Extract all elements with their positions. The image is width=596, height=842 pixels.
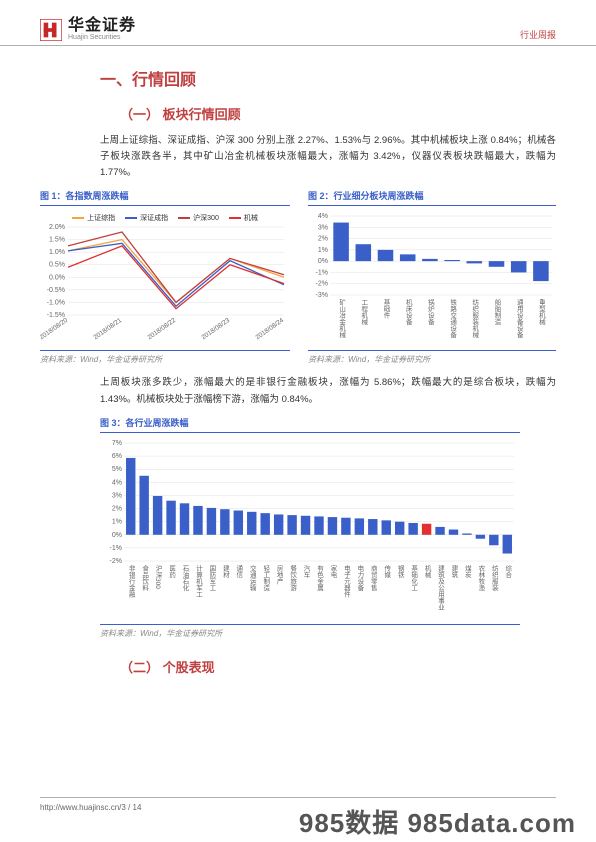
svg-text:2018/08/24: 2018/08/24 [254, 317, 285, 342]
svg-text:工程机械: 工程机械 [360, 299, 368, 326]
svg-text:船舶制造: 船舶制造 [493, 298, 501, 327]
logo-icon [40, 19, 62, 41]
svg-text:汽车: 汽车 [302, 563, 310, 579]
svg-text:计算机军工: 计算机军工 [194, 563, 202, 597]
svg-text:-2%: -2% [316, 281, 328, 288]
svg-text:机械: 机械 [423, 563, 431, 579]
svg-text:基础件: 基础件 [382, 298, 390, 320]
logo: 华金证券 Huajin Securities [40, 18, 136, 41]
svg-text:-1%: -1% [110, 545, 122, 552]
svg-text:钢铁: 钢铁 [396, 564, 404, 579]
svg-text:-0.5%: -0.5% [47, 287, 65, 294]
svg-text:非银行金融: 非银行金融 [127, 563, 135, 598]
fig2-title: 图 2：行业细分板块周涨跌幅 [308, 189, 556, 202]
svg-text:0.0%: 0.0% [49, 275, 65, 282]
fig3-source: 资料来源：Wind，华金证券研究所 [100, 628, 520, 639]
fig1-chart: -1.5%-1.0%-0.5%0.0%0.5%1.0%1.5%2.0%2018/… [40, 223, 290, 343]
svg-text:建筑: 建筑 [450, 563, 458, 579]
subsection-title-1: （一） 板块行情回顾 [120, 104, 556, 123]
fig1-title: 图 1：各指数周涨跌幅 [40, 189, 290, 202]
fig3-title: 图 3：各行业周涨跌幅 [100, 416, 520, 429]
fig2-chart: -3% -2% -1% 0% 1% 2% 3% 4% 矿山冶金机械 工程机械 基础件 机床设备 锅炉设备… [308, 210, 556, 343]
svg-text:7%: 7% [112, 440, 122, 447]
svg-text:-2%: -2% [110, 558, 122, 565]
svg-text:交通运输: 交通运输 [248, 563, 256, 592]
svg-text:国防军工: 国防军工 [208, 564, 216, 591]
svg-text:6%: 6% [112, 453, 122, 460]
svg-text:通用设备设备: 通用设备设备 [515, 298, 523, 340]
svg-text:商贸零售: 商贸零售 [369, 563, 377, 592]
svg-text:2%: 2% [112, 505, 122, 512]
figure-3: 图 3：各行业周涨跌幅 -2% -1% 0% 1% 2% 3% 4% 5% 6% 7% 非银行金融食… [100, 416, 520, 639]
svg-text:1.0%: 1.0% [49, 250, 65, 257]
svg-text:1%: 1% [318, 247, 328, 254]
svg-text:5%: 5% [112, 466, 122, 473]
svg-text:传媒: 传媒 [383, 563, 391, 579]
svg-text:2018/08/20: 2018/08/20 [40, 317, 69, 342]
svg-text:餐饮旅游: 餐饮旅游 [289, 563, 297, 592]
fig1-legend: 上证综指深证成指沪深300机械 [40, 210, 290, 223]
svg-text:-3%: -3% [316, 292, 328, 299]
svg-text:电子元器件: 电子元器件 [342, 563, 350, 598]
svg-text:建材: 建材 [221, 563, 229, 578]
report-type: 行业周报 [520, 28, 556, 41]
section-title-1: 一、行情回顾 [100, 66, 556, 90]
svg-text:2018/08/21: 2018/08/21 [92, 317, 123, 342]
svg-text:-1%: -1% [316, 270, 328, 277]
svg-text:煤炭: 煤炭 [463, 563, 471, 579]
figure-2: 图 2：行业细分板块周涨跌幅 -3% -2% -1% 0% 1% 2% 3% 4% 矿山冶金机械… [308, 189, 556, 365]
svg-text:0%: 0% [112, 531, 122, 538]
svg-text:建筑及公用事业: 建筑及公用事业 [437, 563, 445, 610]
subsection-title-2: （二） 个股表现 [120, 657, 556, 676]
svg-text:通信: 通信 [235, 563, 243, 579]
svg-text:铁路交通设备: 铁路交通设备 [449, 298, 457, 340]
svg-text:基础化工: 基础化工 [410, 563, 418, 591]
svg-text:石油石化: 石油石化 [181, 564, 189, 592]
svg-text:0.5%: 0.5% [49, 262, 65, 269]
page-header: 华金证券 Huajin Securities 行业周报 [0, 0, 596, 46]
fig1-source: 资料来源：Wind，华金证券研究所 [40, 354, 290, 365]
svg-text:轻工制造: 轻工制造 [262, 563, 270, 592]
svg-text:-1.0%: -1.0% [47, 300, 65, 307]
svg-text:纺织服装: 纺织服装 [490, 563, 498, 592]
footer-url: http://www.huajinsc.cn/3 / 14 [40, 803, 141, 812]
svg-text:4%: 4% [112, 479, 122, 486]
svg-text:2.0%: 2.0% [49, 224, 65, 231]
svg-text:食品饮料: 食品饮料 [141, 563, 149, 592]
svg-text:矿山冶金机械: 矿山冶金机械 [338, 298, 346, 340]
svg-text:农林牧渔: 农林牧渔 [477, 563, 485, 592]
svg-text:锅炉设备: 锅炉设备 [426, 298, 434, 327]
svg-text:0%: 0% [318, 259, 328, 266]
watermark: 985数据 985data.com [299, 803, 576, 840]
svg-text:重型机械: 重型机械 [537, 299, 545, 327]
figure-1: 图 1：各指数周涨跌幅 上证综指深证成指沪深300机械 -1.5%-1.0%-0… [40, 189, 290, 365]
company-name-en: Huajin Securities [68, 34, 136, 41]
svg-text:电力设备: 电力设备 [356, 563, 364, 592]
svg-text:有色金属: 有色金属 [316, 563, 324, 592]
svg-text:机床设备: 机床设备 [404, 298, 412, 327]
svg-text:4%: 4% [318, 213, 328, 220]
svg-text:综合: 综合 [504, 563, 512, 579]
paragraph-2: 上周板块涨多跌少，涨幅最大的是非银行金融板块，涨幅为 5.86%；跌幅最大的是综… [100, 375, 556, 407]
svg-text:2018/08/22: 2018/08/22 [146, 317, 177, 342]
svg-text:纺织服装机械: 纺织服装机械 [471, 298, 479, 340]
svg-text:2018/08/23: 2018/08/23 [200, 317, 231, 342]
paragraph-1: 上周上证综指、深证成指、沪深 300 分别上涨 2.27%、1.53%与 2.9… [100, 133, 556, 181]
svg-text:1%: 1% [112, 518, 122, 525]
company-name: 华金证券 [68, 18, 136, 34]
fig3-chart: -2% -1% 0% 1% 2% 3% 4% 5% 6% 7% 非银行金融食品饮料沪深300 医药石油… [100, 437, 520, 617]
svg-text:3%: 3% [318, 225, 328, 232]
svg-text:沪深300: 沪深300 [154, 563, 162, 589]
svg-text:房地产: 房地产 [275, 563, 283, 585]
svg-text:2%: 2% [318, 236, 328, 243]
svg-text:1.5%: 1.5% [49, 237, 65, 244]
svg-text:医药: 医药 [168, 564, 176, 579]
fig2-source: 资料来源：Wind，华金证券研究所 [308, 354, 556, 365]
svg-text:家电: 家电 [329, 563, 337, 578]
svg-text:3%: 3% [112, 492, 122, 499]
footer-divider [40, 797, 556, 798]
